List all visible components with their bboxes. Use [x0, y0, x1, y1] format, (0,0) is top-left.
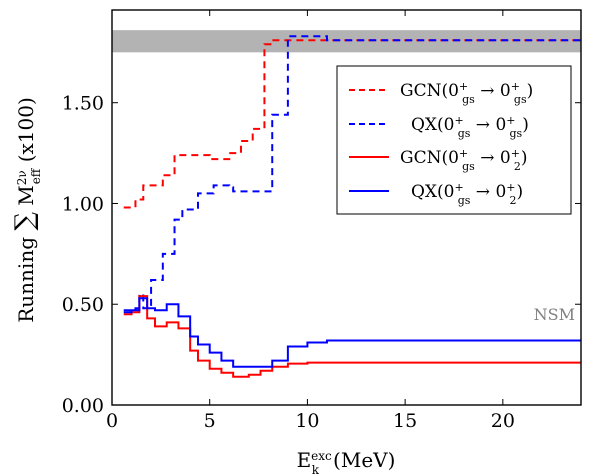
plot-frame — [111, 9, 582, 406]
legend-label-1: GCN(0+ gs → 0+ gs) — [400, 80, 533, 106]
legend-label-4: QX(0+ gs → 0+ 2) — [411, 181, 523, 207]
y-tick-label-1: 0.50 — [62, 294, 104, 316]
nsm-band — [112, 30, 581, 53]
legend-item-4: QX(0+ gs → 0+ 2) — [349, 181, 523, 207]
series-group — [123, 35, 581, 378]
legend: GCN(0+ gs → 0+ gs) QX(0+ gs → 0+ gs) GCN(0+ g… — [336, 65, 572, 215]
legend-label-2: QX(0+ gs → 0+ gs) — [411, 114, 529, 140]
legend-box — [336, 65, 572, 215]
y-tick-label-0: 0.00 — [62, 395, 104, 417]
legend-item-1: GCN(0+ gs → 0+ gs) — [349, 80, 533, 106]
x-tick-label-2: 10 — [295, 410, 319, 432]
series-line-3 — [123, 295, 581, 378]
y-tick-label-2: 1.00 — [62, 193, 104, 215]
nsm-label: NSM — [534, 305, 575, 324]
x-tick-label-1: 5 — [204, 410, 216, 432]
y-tick-label-3: 1.50 — [62, 93, 104, 115]
y-axis-label: Running ∑ M2νeff (x100) — [10, 97, 43, 323]
legend-item-2: QX(0+ gs → 0+ gs) — [349, 114, 529, 140]
x-tick-label-3: 15 — [393, 410, 417, 432]
x-tick-label-0: 0 — [106, 410, 118, 432]
series-line-4 — [123, 297, 581, 368]
series-line-1 — [123, 39, 581, 209]
x-tick-label-4: 20 — [491, 410, 515, 432]
legend-label-3: GCN(0+ gs → 0+ 2) — [400, 147, 528, 173]
x-axis-label: Eexc k (MeV) — [297, 448, 396, 476]
legend-item-3: GCN(0+ gs → 0+ 2) — [349, 147, 528, 173]
